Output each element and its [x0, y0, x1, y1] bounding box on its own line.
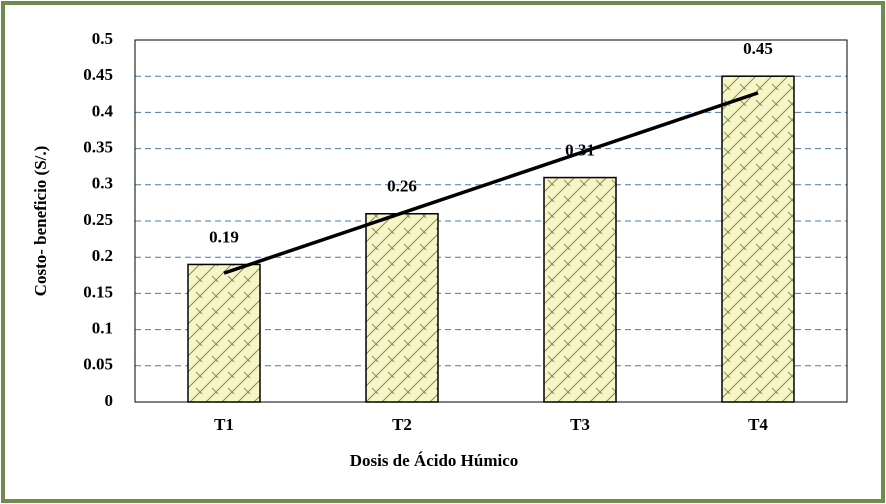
y-tick-label: 0.45	[83, 65, 113, 84]
x-tick-label: T1	[214, 415, 234, 434]
y-tick-label: 0.15	[83, 282, 113, 301]
y-tick-label: 0.05	[83, 355, 113, 374]
y-tick-label: 0.4	[92, 101, 114, 120]
x-tick-label: T3	[570, 415, 590, 434]
x-tick-label: T4	[748, 415, 768, 434]
bar	[543, 176, 617, 403]
trend-line	[223, 91, 759, 275]
data-label: 0.45	[743, 39, 773, 58]
y-tick-label: 0	[105, 391, 114, 410]
x-tick-label: T2	[392, 415, 412, 434]
plot-border	[134, 39, 848, 403]
y-tick-label: 0.3	[92, 174, 113, 193]
y-tick-label: 0.25	[83, 210, 113, 229]
data-label: 0.26	[387, 177, 417, 196]
y-tick-label: 0.2	[92, 246, 113, 265]
y-tick-label: 0.35	[83, 138, 113, 157]
bar	[187, 263, 261, 403]
y-axis-title: Costo- beneficio (S/.)	[31, 146, 50, 297]
y-tick-label: 0.1	[92, 319, 113, 338]
bar	[721, 75, 795, 403]
data-label: 0.19	[209, 227, 239, 246]
bar	[365, 213, 439, 403]
y-tick-label: 0.5	[92, 29, 113, 48]
x-axis-title: Dosis de Ácido Húmico	[350, 451, 519, 470]
